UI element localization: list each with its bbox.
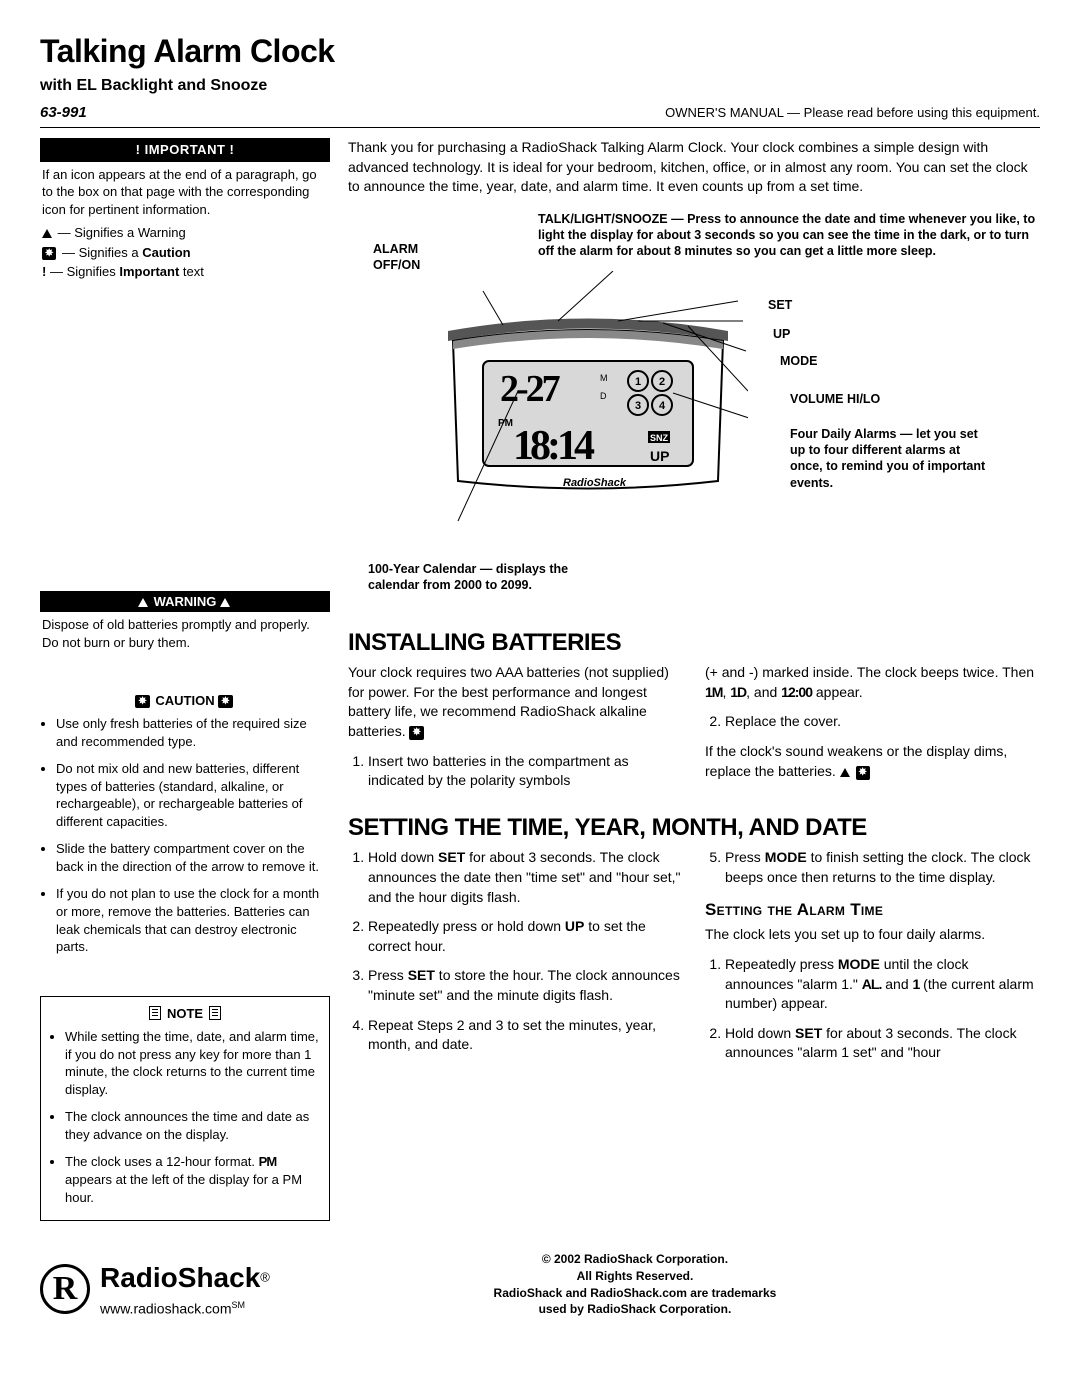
setting-step: Press SET to store the hour. The clock a… bbox=[368, 966, 683, 1005]
svg-text:18:14: 18:14 bbox=[513, 423, 595, 469]
svg-text:4: 4 bbox=[659, 400, 666, 412]
alarm-step: Repeatedly press MODE until the clock an… bbox=[725, 955, 1040, 1014]
brand-block: R RadioShack® www.radioshack.comSM bbox=[40, 1259, 270, 1318]
setting-time-body: Hold down SET for about 3 seconds. The c… bbox=[348, 848, 1040, 1068]
svg-text:UP: UP bbox=[650, 448, 669, 464]
svg-text:2: 2 bbox=[659, 376, 665, 388]
alarm-step: Hold down SET for about 3 seconds. The c… bbox=[725, 1024, 1040, 1063]
intro-paragraph: Thank you for purchasing a RadioShack Ta… bbox=[348, 138, 1040, 197]
warning-heading: WARNING bbox=[40, 591, 330, 613]
install-step: Replace the cover. bbox=[725, 712, 1040, 732]
caution-icon: ✸ bbox=[42, 247, 56, 261]
svg-text:PM: PM bbox=[498, 418, 513, 429]
callout-volume: VOLUME HI/LO bbox=[790, 391, 880, 407]
legend-caution: ✸ — Signifies a Caution bbox=[42, 244, 328, 262]
callout-mode: MODE bbox=[780, 353, 818, 369]
sidebar: ! IMPORTANT ! If an icon appears at the … bbox=[40, 138, 330, 1221]
installing-batteries-heading: INSTALLING BATTERIES bbox=[348, 627, 1040, 659]
callout-calendar: 100-Year Calendar — displays the calenda… bbox=[368, 561, 598, 594]
svg-text:3: 3 bbox=[635, 400, 641, 412]
callout-four-alarms: Four Daily Alarms — let you set up to fo… bbox=[790, 426, 990, 491]
note-icon bbox=[149, 1006, 161, 1020]
caution-item: If you do not plan to use the clock for … bbox=[56, 885, 330, 955]
page-header: Talking Alarm Clock with EL Backlight an… bbox=[40, 30, 1040, 128]
svg-text:SNZ: SNZ bbox=[650, 433, 669, 443]
important-body: If an icon appears at the end of a parag… bbox=[42, 166, 328, 219]
caution-item: Use only fresh batteries of the required… bbox=[56, 715, 330, 750]
main-content: Thank you for purchasing a RadioShack Ta… bbox=[348, 138, 1040, 1069]
note-heading: NOTE bbox=[49, 1005, 321, 1023]
warning-body: Dispose of old batteries promptly and pr… bbox=[40, 612, 330, 651]
note-item: While setting the time, date, and alarm … bbox=[65, 1028, 321, 1098]
install-p1: Your clock requires two AAA batteries (n… bbox=[348, 663, 683, 741]
brand-url: www.radioshack.comSM bbox=[100, 1299, 270, 1319]
setting-step: Hold down SET for about 3 seconds. The c… bbox=[368, 848, 683, 907]
setting-time-heading: SETTING THE TIME, YEAR, MONTH, AND DATE bbox=[348, 812, 1040, 844]
installing-batteries-body: Your clock requires two AAA batteries (n… bbox=[348, 663, 1040, 796]
important-box: ! IMPORTANT ! If an icon appears at the … bbox=[40, 138, 330, 281]
install-cont: (+ and -) marked inside. The clock beeps… bbox=[705, 663, 1040, 702]
warning-box: WARNING Dispose of old batteries promptl… bbox=[40, 591, 330, 652]
owners-manual-label: OWNER'S MANUAL — Please read before usin… bbox=[665, 104, 1040, 122]
page-title: Talking Alarm Clock bbox=[40, 30, 1040, 73]
callout-up: UP bbox=[773, 326, 790, 342]
legend-warning: — Signifies a Warning bbox=[42, 224, 328, 242]
svg-text:D: D bbox=[600, 391, 607, 401]
model-number: 63-991 bbox=[40, 103, 87, 123]
note-item: The clock uses a 12-hour format. PM appe… bbox=[65, 1153, 321, 1206]
svg-text:2-27: 2-27 bbox=[500, 368, 561, 410]
setting-step: Repeat Steps 2 and 3 to set the minutes,… bbox=[368, 1016, 683, 1055]
alarm-intro: The clock lets you set up to four daily … bbox=[705, 925, 1040, 945]
callout-set: SET bbox=[768, 297, 792, 313]
product-diagram: 2-27 M D PM 18:14 1 2 3 4 SNZ UP RadioSh… bbox=[348, 211, 1040, 611]
svg-text:1: 1 bbox=[635, 376, 641, 388]
svg-text:M: M bbox=[600, 373, 608, 383]
brand-logo-icon: R bbox=[40, 1264, 90, 1314]
important-heading: ! IMPORTANT ! bbox=[40, 138, 330, 162]
caution-item: Do not mix old and new batteries, differ… bbox=[56, 760, 330, 830]
page-subtitle: with EL Backlight and Snooze bbox=[40, 75, 1040, 97]
brand-name: RadioShack bbox=[100, 1262, 260, 1293]
install-step: Insert two batteries in the compartment … bbox=[368, 752, 683, 791]
setting-step: Repeatedly press or hold down UP to set … bbox=[368, 917, 683, 956]
callout-alarm: ALARM OFF/ON bbox=[373, 241, 443, 274]
setting-step: Press MODE to finish setting the clock. … bbox=[725, 848, 1040, 887]
note-box: NOTE While setting the time, date, and a… bbox=[40, 996, 330, 1221]
caution-box: ✸ CAUTION ✸ Use only fresh batteries of … bbox=[40, 692, 330, 956]
install-p2: If the clock's sound weakens or the disp… bbox=[705, 742, 1040, 781]
note-item: The clock announces the time and date as… bbox=[65, 1108, 321, 1143]
warning-icon bbox=[42, 229, 52, 238]
setting-alarm-heading: Setting the Alarm Time bbox=[705, 898, 1040, 922]
copyright-block: © 2002 RadioShack Corporation. All Right… bbox=[290, 1251, 1040, 1318]
page-footer: R RadioShack® www.radioshack.comSM © 200… bbox=[40, 1251, 1040, 1318]
svg-text:RadioShack: RadioShack bbox=[563, 477, 627, 489]
caution-item: Slide the battery compartment cover on t… bbox=[56, 840, 330, 875]
clock-illustration: 2-27 M D PM 18:14 1 2 3 4 SNZ UP RadioSh… bbox=[428, 271, 748, 531]
important-icon: ! bbox=[42, 264, 46, 279]
caution-heading: ✸ CAUTION ✸ bbox=[40, 692, 330, 710]
note-icon bbox=[209, 1006, 221, 1020]
legend-important: ! — Signifies Important text bbox=[42, 263, 328, 281]
callout-talk: TALK/LIGHT/SNOOZE — Press to announce th… bbox=[538, 211, 1040, 260]
